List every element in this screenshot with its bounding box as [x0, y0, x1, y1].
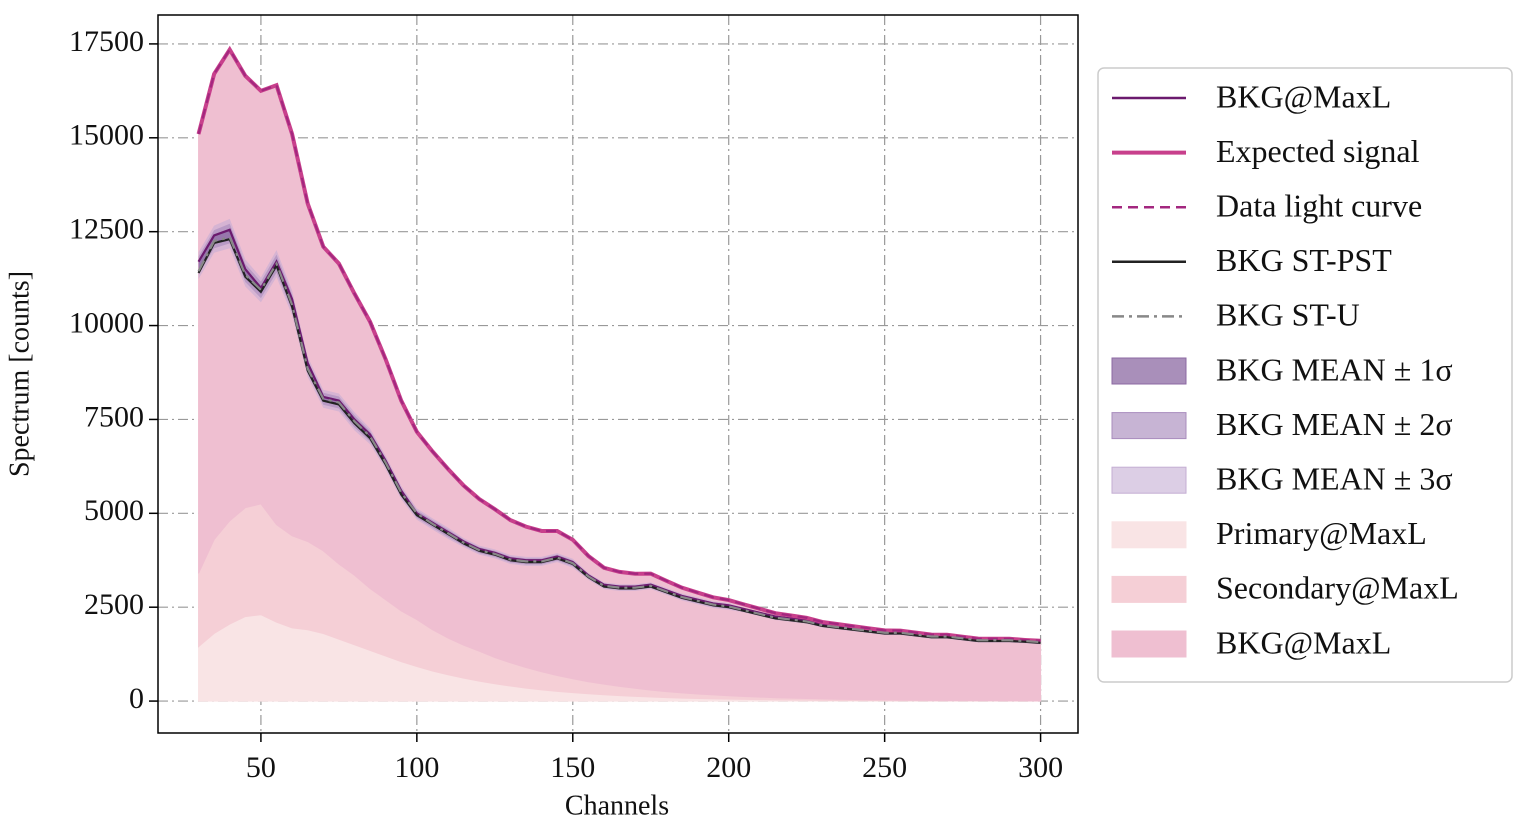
- legend-label: BKG ST-PST: [1216, 242, 1392, 278]
- line: [197, 237, 1041, 644]
- legend-label: BKG MEAN ± 3σ: [1216, 461, 1453, 497]
- line: [197, 236, 1041, 644]
- legend-label: BKG MEAN ± 1σ: [1216, 351, 1453, 387]
- y-tick-label: 10000: [69, 306, 144, 339]
- y-tick-label: 12500: [69, 213, 144, 246]
- legend-label: Primary@MaxL: [1216, 515, 1427, 551]
- x-tick-label: 100: [394, 751, 439, 784]
- x-tick-label: 150: [550, 751, 595, 784]
- y-tick-label: 2500: [84, 588, 144, 621]
- x-tick-label: 250: [862, 751, 907, 784]
- legend-swatch: [1111, 630, 1187, 658]
- legend-swatch: [1111, 521, 1187, 549]
- y-tick-label: 17500: [69, 25, 144, 58]
- legend-label: BKG@MaxL: [1216, 624, 1391, 660]
- x-axis-label: Channels: [565, 790, 669, 821]
- y-tick-label: 5000: [84, 494, 144, 527]
- x-tick-label: 50: [246, 751, 276, 784]
- legend-label: Expected signal: [1216, 133, 1420, 169]
- y-tick-label: 7500: [84, 400, 144, 433]
- y-axis-label: Spectrum [counts]: [4, 271, 35, 477]
- legend-swatch: [1111, 575, 1187, 603]
- line: [197, 47, 1041, 642]
- legend-label: BKG ST-U: [1216, 297, 1360, 333]
- legend-swatch: [1111, 466, 1187, 494]
- y-tick-label: 0: [129, 682, 144, 715]
- y-tick-label: 15000: [69, 119, 144, 152]
- legend-label: BKG MEAN ± 2σ: [1216, 406, 1453, 442]
- x-tick-label: 300: [1018, 751, 1063, 784]
- legend-swatch: [1111, 412, 1187, 440]
- legend-label: BKG@MaxL: [1216, 78, 1391, 114]
- legend-box: [1097, 67, 1513, 683]
- x-tick-label: 200: [706, 751, 751, 784]
- plot-frame: [157, 14, 1079, 734]
- legend: BKG@MaxL Expected signal Data light curve B…: [1097, 67, 1513, 683]
- legend-label: Data light curve: [1216, 188, 1422, 224]
- legend-label: Secondary@MaxL: [1216, 570, 1459, 606]
- legend-swatch: [1111, 357, 1187, 385]
